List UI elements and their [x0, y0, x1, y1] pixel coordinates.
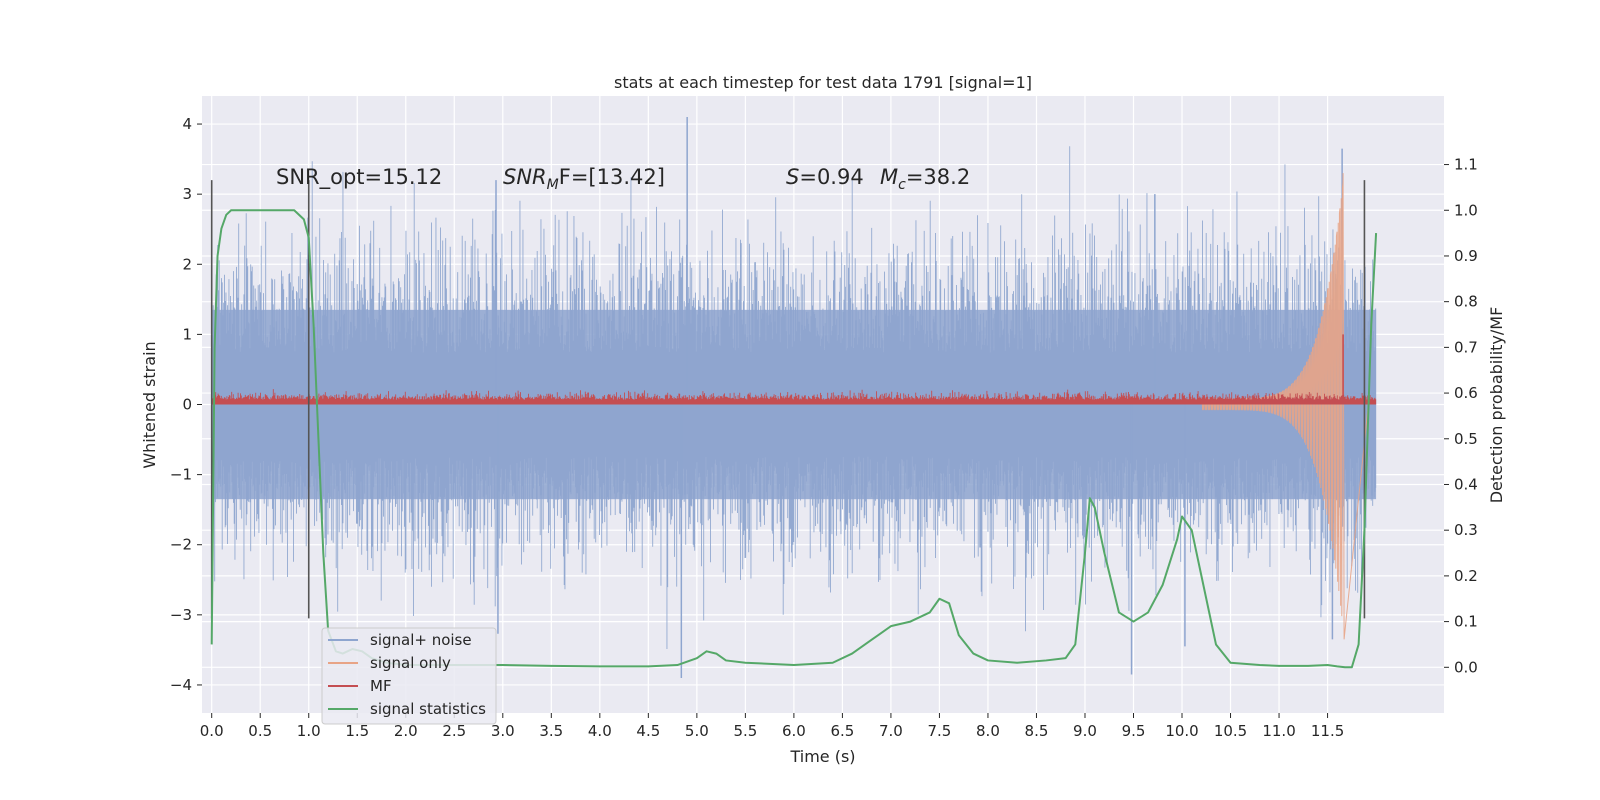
signal-statistics-line [210, 209, 1378, 669]
y2-tick-label: 0.3 [1454, 521, 1478, 539]
y-tick-label: −4 [170, 676, 192, 694]
x-tick-label: 3.0 [491, 722, 515, 740]
legend-label-signal-only: signal only [370, 654, 451, 672]
x-tick-label: 11.5 [1311, 722, 1344, 740]
y-tick-label: −1 [170, 466, 192, 484]
y-tick-label: −3 [170, 606, 192, 624]
signal-statistics-series [210, 209, 1378, 669]
x-tick-label: 9.0 [1073, 722, 1097, 740]
y2-tick-label: 0.2 [1454, 567, 1478, 585]
x-tick-label: 7.0 [879, 722, 903, 740]
y-tick-label: 3 [182, 185, 192, 203]
x-tick-label: 2.0 [394, 722, 418, 740]
chart-title: stats at each timestep for test data 179… [614, 73, 1032, 92]
y2-tick-label: 0.7 [1454, 338, 1478, 356]
x-tick-label: 10.0 [1165, 722, 1198, 740]
x-tick-label: 6.5 [830, 722, 854, 740]
y-tick-label: 4 [182, 115, 192, 133]
x-tick-label: 5.0 [685, 722, 709, 740]
x-tick-label: 10.5 [1214, 722, 1247, 740]
y2-tick-label: 1.0 [1454, 201, 1478, 219]
legend-label-signal-statistics: signal statistics [370, 700, 486, 718]
y2-tick-label: 0.6 [1454, 384, 1478, 402]
y2-tick-label: 0.9 [1454, 247, 1478, 265]
y2-axis-title: Detection probability/MF [1487, 307, 1506, 504]
x-tick-label: 9.5 [1122, 722, 1146, 740]
x-tick-label: 1.0 [297, 722, 321, 740]
legend-box [321, 627, 497, 725]
x-tick-label: 4.5 [636, 722, 660, 740]
snr-mf-annotation: SNRMF=[13.42] [503, 165, 665, 193]
x-tick-label: 3.5 [539, 722, 563, 740]
x-tick-label: 8.0 [976, 722, 1000, 740]
legend: signal+ noise signal only MF signal stat… [321, 627, 497, 725]
y2-tick-label: 1.1 [1454, 156, 1478, 174]
x-tick-label: 1.5 [345, 722, 369, 740]
mc-annotation: Mc=38.2 [880, 165, 970, 193]
s-annotation: S=0.94 [786, 165, 864, 189]
x-axis-ticks: 0.0 0.5 1.0 1.5 2.0 2.5 3.0 3.5 4.0 4.5 5.0 5.5 6.0 6… [200, 713, 1344, 740]
y-tick-label: 0 [182, 396, 192, 414]
x-axis-title: Time (s) [789, 747, 855, 766]
y2-tick-label: 0.8 [1454, 293, 1478, 311]
y-axis-ticks: 4 3 2 1 0 −1 −2 −3 −4 [170, 115, 202, 694]
legend-label-mf: MF [370, 677, 392, 695]
y-axis-title: Whitened strain [140, 341, 159, 468]
x-tick-label: 8.5 [1025, 722, 1049, 740]
x-tick-label: 7.5 [928, 722, 952, 740]
x-tick-label: 0.5 [248, 722, 272, 740]
x-tick-label: 0.0 [200, 722, 224, 740]
y2-tick-label: 0.5 [1454, 430, 1478, 448]
snr-opt-annotation: SNR_opt=15.12 [276, 165, 442, 190]
x-tick-label: 11.0 [1262, 722, 1295, 740]
x-tick-label: 6.0 [782, 722, 806, 740]
y2-tick-label: 0.4 [1454, 475, 1478, 493]
y2-tick-label: 0.1 [1454, 613, 1478, 631]
x-tick-label: 2.5 [442, 722, 466, 740]
y2-tick-label: 0.0 [1454, 658, 1478, 676]
x-tick-label: 4.0 [588, 722, 612, 740]
y-tick-label: −2 [170, 536, 192, 554]
y-tick-label: 1 [182, 325, 192, 343]
y-tick-label: 2 [182, 255, 192, 273]
legend-label-signal-noise: signal+ noise [370, 631, 472, 649]
x-tick-label: 5.5 [733, 722, 757, 740]
y2-axis-ticks: 1.1 1.0 0.9 0.8 0.7 0.6 0.5 0.4 0.3 0.2 0.1 0.0 [1444, 156, 1478, 676]
